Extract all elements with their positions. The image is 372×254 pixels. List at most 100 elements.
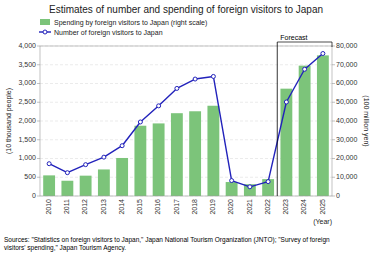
tick-label: 2013 — [100, 199, 107, 215]
tick-label: 2015 — [136, 199, 143, 215]
tick-label: 40,000 — [336, 117, 358, 124]
tick-label: 2021 — [246, 199, 253, 215]
data — [43, 52, 329, 197]
tick — [332, 177, 335, 178]
marker — [157, 104, 161, 108]
tick — [37, 121, 40, 122]
marker — [211, 74, 215, 78]
marker — [102, 155, 106, 159]
marker — [321, 52, 325, 56]
tick-label: 2018 — [191, 199, 198, 215]
tick-label: 2016 — [154, 199, 161, 215]
marker — [266, 180, 270, 184]
tick-label: 0 — [336, 192, 340, 199]
bar — [153, 123, 165, 196]
axis-label: (10 thousand people) — [5, 88, 13, 154]
tick-label: 2022 — [264, 199, 271, 215]
tick-label: 4,000 — [18, 42, 36, 49]
tick-label: 2025 — [319, 199, 326, 215]
tick — [37, 102, 40, 103]
marker — [303, 67, 307, 71]
legend-swatch — [40, 19, 50, 25]
tick-label: 3,000 — [18, 79, 36, 86]
marker — [47, 162, 51, 166]
bar — [189, 111, 201, 196]
bar — [61, 181, 73, 196]
tick-label: 50,000 — [336, 98, 358, 105]
bar — [171, 113, 183, 196]
bar — [43, 175, 55, 196]
tick-label: 2020 — [227, 199, 234, 215]
tick-label: 2,000 — [18, 117, 36, 124]
bar — [116, 158, 128, 196]
bar — [226, 182, 238, 196]
marker — [193, 77, 197, 81]
tick — [332, 158, 335, 159]
bar — [207, 106, 219, 196]
tick-label: 2014 — [118, 199, 125, 215]
legend-label: Number of foreign visitors to Japan — [54, 29, 163, 37]
tick-label: 500 — [24, 173, 36, 180]
bar — [80, 176, 92, 196]
chart: Estimates of number and spending of fore… — [0, 0, 372, 254]
bar — [134, 126, 146, 196]
tick — [332, 102, 335, 103]
grid-line — [40, 64, 332, 65]
marker — [138, 120, 142, 124]
tick-label: 10,000 — [336, 173, 358, 180]
legend-swatch — [43, 30, 47, 34]
tick — [332, 83, 335, 84]
marker — [84, 163, 88, 167]
tick-label: 2024 — [300, 199, 307, 215]
tick-label: 60,000 — [336, 79, 358, 86]
tick — [37, 139, 40, 140]
tick-label: 2023 — [282, 199, 289, 215]
axis-label: (100 million yen) — [362, 95, 370, 146]
marker — [65, 171, 69, 175]
legend-label: Spending by foreign visitors to Japan (r… — [54, 19, 207, 27]
marker — [248, 185, 252, 189]
tick-label: 3,500 — [18, 61, 36, 68]
tick — [332, 196, 335, 197]
source-line: Sources: "Statistics on foreign visitors… — [4, 236, 330, 244]
tick — [37, 177, 40, 178]
marker — [175, 86, 179, 90]
tick — [332, 46, 335, 47]
forecast-line — [277, 42, 278, 196]
tick — [332, 64, 335, 65]
marker — [120, 144, 124, 148]
title: Estimates of number and spending of fore… — [49, 4, 323, 15]
bar — [262, 179, 274, 196]
tick-label: 80,000 — [336, 42, 358, 49]
tick-label: 20,000 — [336, 154, 358, 161]
grid — [40, 46, 332, 196]
bar — [98, 169, 110, 196]
plot-frame — [40, 46, 332, 196]
tick-label: 0 — [32, 192, 36, 199]
tick-label: 1,500 — [18, 136, 36, 143]
tick — [37, 158, 40, 159]
annotation: Forecast — [280, 34, 307, 41]
tick-label: 2017 — [173, 199, 180, 215]
legend: Spending by foreign visitors to Japan (r… — [39, 19, 207, 37]
tick-label: 2019 — [209, 199, 216, 215]
axis-label: (Year) — [313, 218, 332, 226]
tick — [37, 64, 40, 65]
tick-label: 70,000 — [336, 61, 358, 68]
bar — [299, 66, 311, 196]
tick — [37, 46, 40, 47]
tick-label: 2010 — [45, 199, 52, 215]
tick-label: 2,500 — [18, 98, 36, 105]
tick — [37, 83, 40, 84]
marker — [230, 179, 234, 183]
tick — [332, 121, 335, 122]
forecast-bracket — [277, 42, 332, 47]
bar — [317, 55, 329, 196]
source-line: visitors' spending," Japan Tourism Agenc… — [4, 244, 126, 252]
tick-label: 2011 — [63, 199, 70, 214]
marker — [284, 100, 288, 104]
tick-label: 2012 — [81, 199, 88, 215]
background — [0, 0, 372, 254]
source: Sources: "Statistics on foreign visitors… — [4, 236, 330, 252]
tick — [37, 196, 40, 197]
